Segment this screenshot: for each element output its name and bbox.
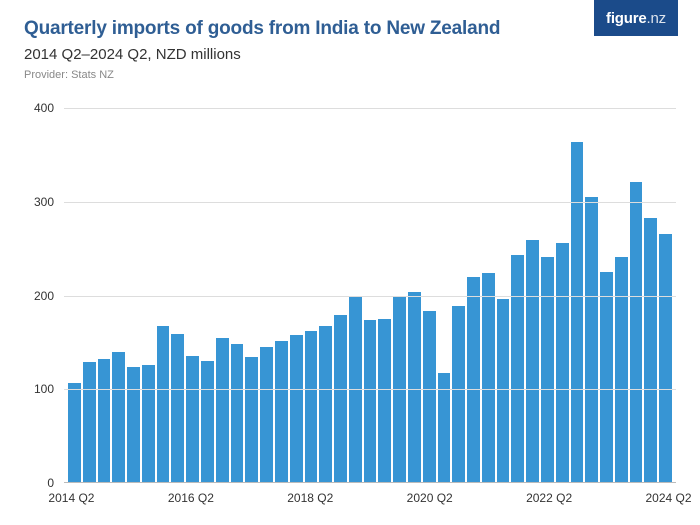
- gridline: [64, 202, 676, 203]
- bar: [571, 142, 584, 483]
- x-tick-label: 2016 Q2: [168, 491, 214, 505]
- y-axis: 0100200300400: [24, 108, 60, 483]
- x-tick-label: 2024 Q2: [646, 491, 692, 505]
- bar: [231, 344, 244, 483]
- y-tick-label: 200: [34, 289, 54, 303]
- bar: [275, 341, 288, 484]
- bar: [83, 362, 96, 483]
- bar: [585, 197, 598, 483]
- bar: [245, 357, 258, 483]
- bar: [541, 257, 554, 483]
- chart-provider: Provider: Stats NZ: [24, 69, 676, 81]
- bar-chart: 0100200300400 2014 Q22016 Q22018 Q22020 …: [24, 108, 676, 507]
- bar: [423, 311, 436, 484]
- bar: [112, 352, 125, 483]
- bar: [482, 273, 495, 483]
- chart-title: Quarterly imports of goods from India to…: [24, 18, 676, 40]
- bar: [157, 326, 170, 483]
- y-tick-label: 0: [47, 476, 54, 490]
- logo-text-suffix: .nz: [647, 10, 666, 27]
- bar: [305, 331, 318, 483]
- bar: [216, 338, 229, 483]
- plot-area: [64, 108, 676, 483]
- x-tick-label: 2014 Q2: [48, 491, 94, 505]
- y-tick-label: 100: [34, 382, 54, 396]
- bar: [600, 272, 613, 483]
- gridline: [64, 108, 676, 109]
- bar: [452, 306, 465, 483]
- logo-text-main: figure: [606, 10, 646, 27]
- bar: [68, 383, 81, 483]
- bar: [526, 240, 539, 483]
- gridline: [64, 389, 676, 390]
- bar: [98, 359, 111, 483]
- x-axis: 2014 Q22016 Q22018 Q22020 Q22022 Q22024 …: [64, 487, 676, 507]
- x-tick-label: 2022 Q2: [526, 491, 572, 505]
- bar: [319, 326, 332, 484]
- figure-nz-logo: figure.nz: [594, 0, 678, 36]
- bar: [334, 315, 347, 483]
- bar: [556, 243, 569, 483]
- bar: [497, 299, 510, 483]
- x-tick-label: 2018 Q2: [287, 491, 333, 505]
- bar: [615, 257, 628, 483]
- y-tick-label: 400: [34, 101, 54, 115]
- bar: [630, 182, 643, 483]
- bar: [260, 347, 273, 483]
- bar: [142, 365, 155, 483]
- bar: [364, 320, 377, 483]
- chart-subtitle: 2014 Q2–2024 Q2, NZD millions: [24, 46, 676, 63]
- bar: [186, 356, 199, 483]
- bar: [127, 367, 140, 483]
- bar: [659, 234, 672, 483]
- bar: [378, 319, 391, 483]
- bar: [408, 292, 421, 483]
- bar: [644, 218, 657, 483]
- bar: [290, 335, 303, 483]
- bar: [511, 255, 524, 483]
- bar: [201, 361, 214, 483]
- x-tick-label: 2020 Q2: [407, 491, 453, 505]
- y-tick-label: 300: [34, 195, 54, 209]
- bar: [467, 277, 480, 483]
- bar: [171, 334, 184, 483]
- gridline: [64, 296, 676, 297]
- x-baseline: [64, 482, 676, 483]
